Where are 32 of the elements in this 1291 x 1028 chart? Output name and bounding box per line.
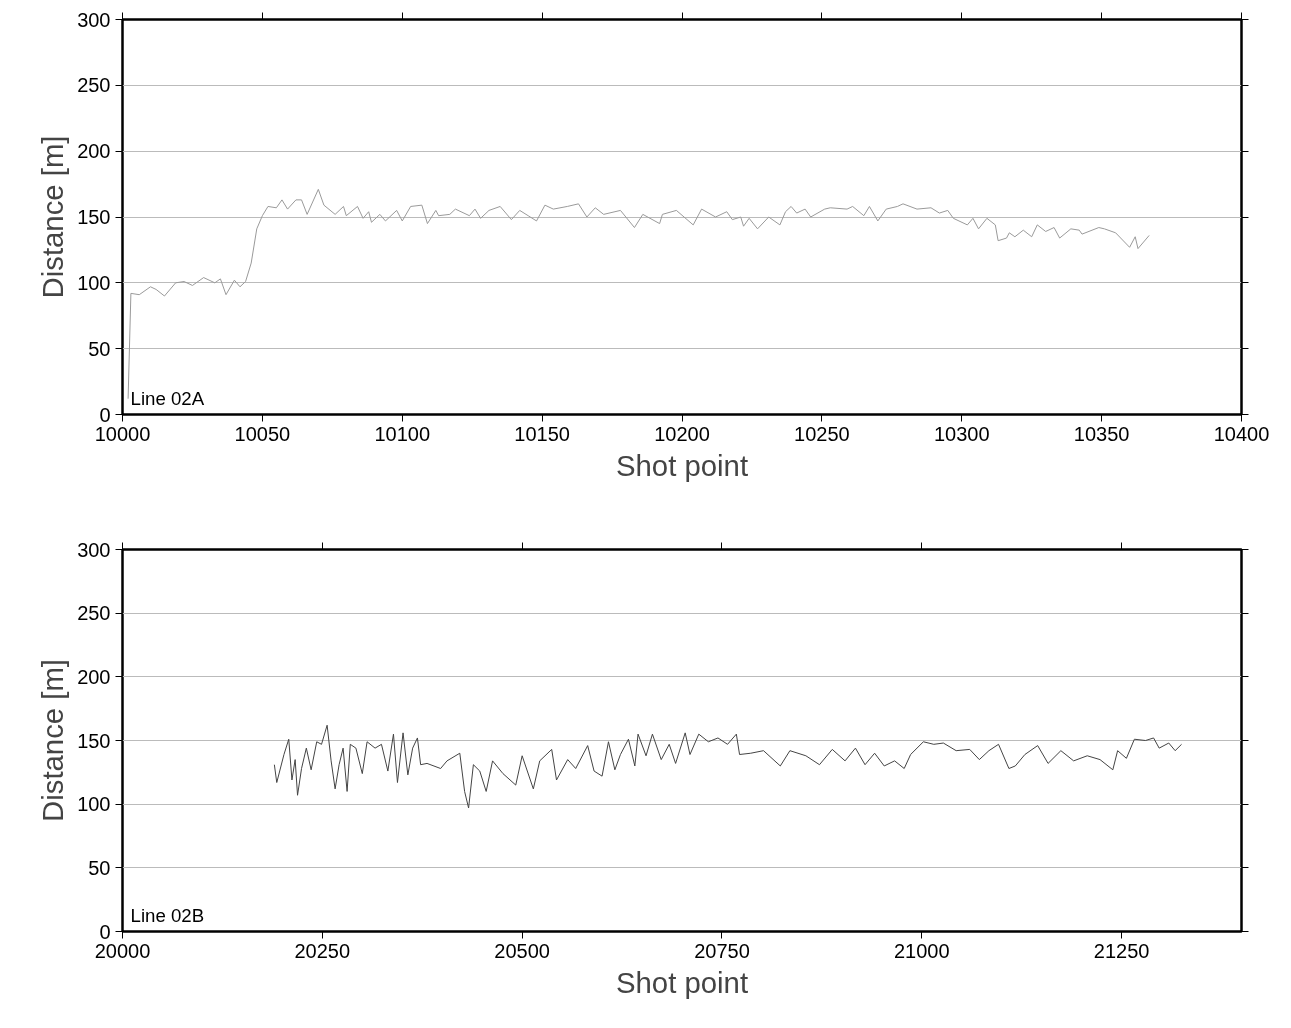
annotation: Line 02B	[130, 904, 205, 926]
y-tick-label: 150	[77, 206, 111, 228]
y-tick-label: 300	[77, 8, 111, 31]
x-tick-label: 20500	[494, 939, 550, 962]
x-tick-label: 20250	[294, 939, 351, 962]
x-axis-title: Shot point	[615, 965, 749, 999]
x-tick-label: 10350	[1073, 422, 1130, 445]
y-tick-label: 150	[77, 729, 111, 752]
x-tick-label: 10050	[234, 422, 291, 445]
y-tick-label: 100	[77, 271, 111, 294]
x-tick-label: 21250	[1093, 939, 1150, 962]
x-tick-label: 10300	[933, 422, 990, 445]
x-axis-title: Shot point	[615, 448, 749, 482]
y-tick-label: 200	[77, 665, 111, 688]
y-axis-title: Distance [m]	[36, 659, 70, 822]
y-tick-label: 200	[77, 140, 111, 163]
y-tick-label: 50	[88, 856, 111, 879]
x-tick-label: 20750	[694, 939, 750, 962]
line-series	[273, 724, 1183, 809]
x-tick-label: 10400	[1213, 422, 1270, 445]
y-tick-label: 250	[77, 602, 111, 625]
x-tick-label: 10100	[374, 422, 431, 445]
y-tick-label: 250	[77, 74, 111, 97]
y-tick-label: 300	[77, 538, 111, 561]
x-tick-label: 10200	[654, 422, 710, 445]
x-tick-label: 10250	[794, 422, 850, 445]
x-tick-label: 21000	[893, 939, 950, 962]
y-tick-label: 100	[77, 793, 111, 816]
x-tick-label: 10150	[514, 422, 570, 445]
y-axis-title: Distance [m]	[36, 135, 70, 299]
annotation: Line 02A	[130, 387, 205, 409]
y-tick-label: 50	[88, 337, 111, 360]
